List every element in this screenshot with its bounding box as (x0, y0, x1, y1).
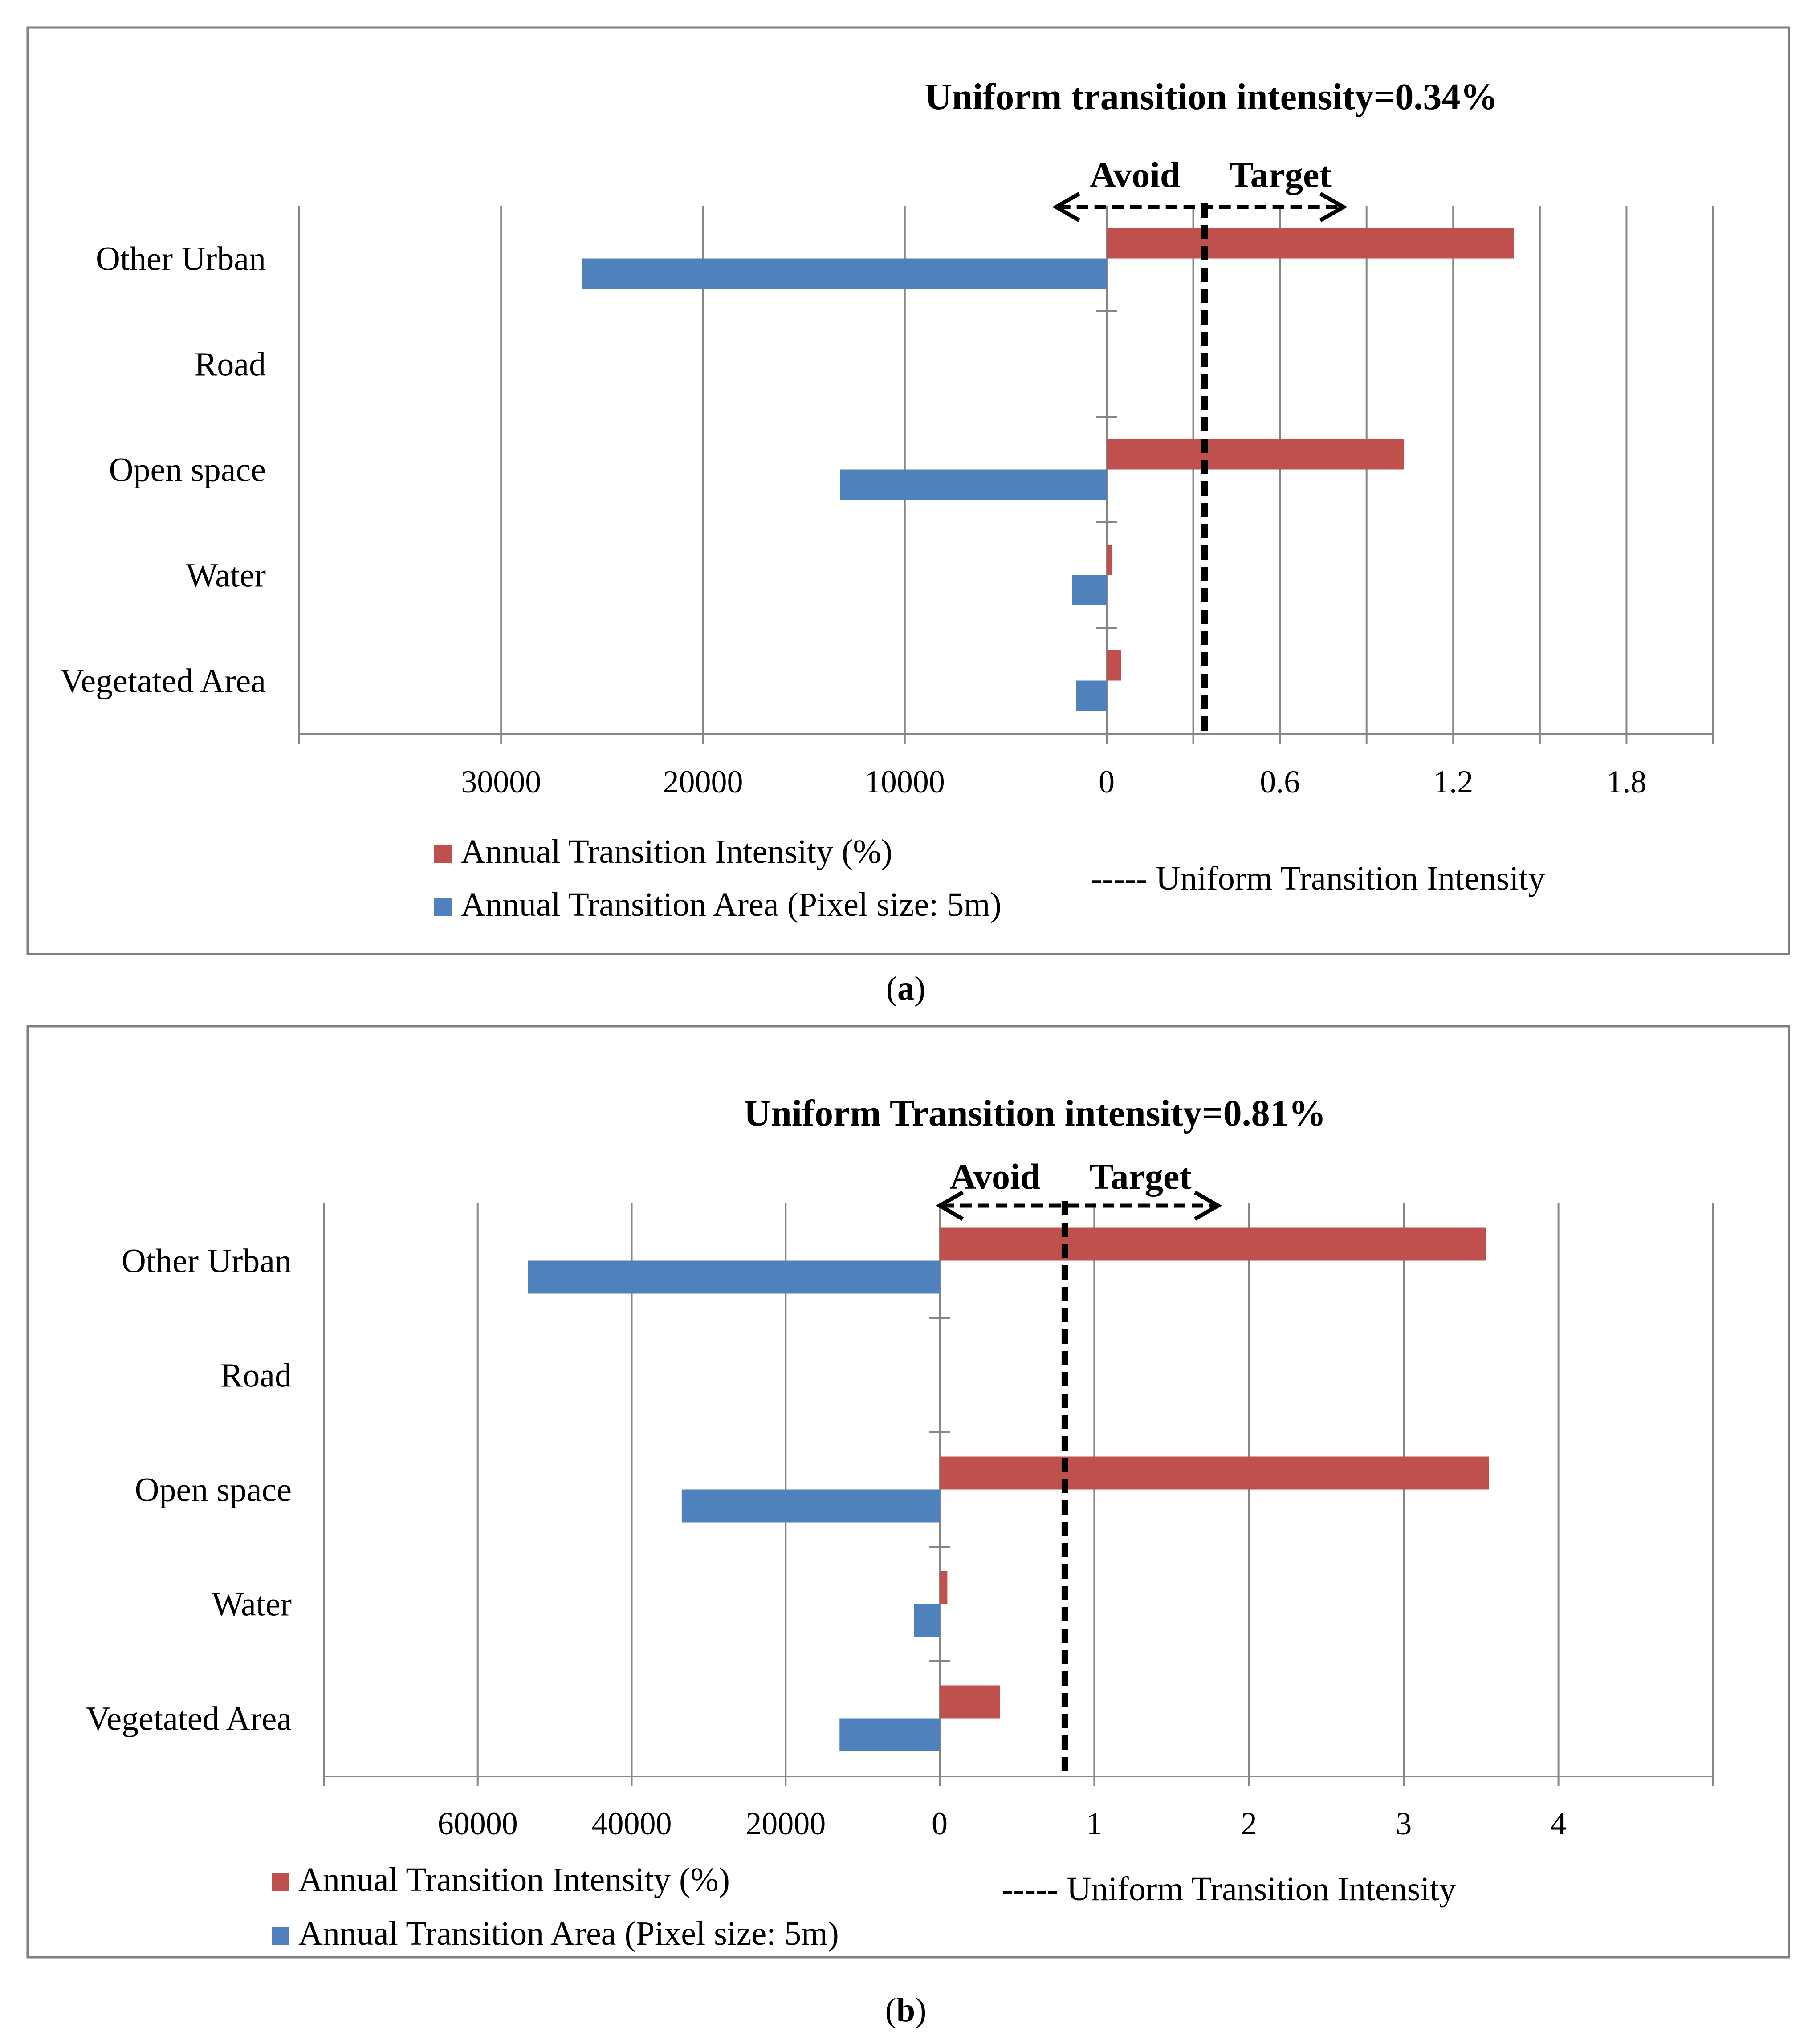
bar-intensity-other-urban-b (940, 1227, 1486, 1261)
x-tick-label-right-a: 0.6 (1260, 764, 1300, 800)
bar-intensity-vegetated-area-b (940, 1685, 1000, 1719)
bar-area-water-a (1072, 575, 1107, 605)
panel-a-caption: (a) (886, 970, 926, 1007)
bar-intensity-water-b (940, 1571, 948, 1604)
x-tick-label-right-a: 1.2 (1433, 764, 1473, 800)
x-tick-label-left-b: 40000 (592, 1806, 672, 1841)
category-label-a: Road (195, 346, 266, 383)
bar-area-vegetated-area-a (1076, 680, 1107, 711)
panel-b-caption: (b) (885, 1991, 927, 2029)
bar-area-open-space-a (840, 469, 1107, 500)
bar-intensity-open-space-b (940, 1456, 1489, 1490)
category-label-a: Water (186, 557, 266, 594)
legend-label-uniform-b: ----- Uniform Transition Intensity (1002, 1870, 1456, 1908)
plot-b: Other Urban Road Open space Water Vegetated … (86, 1156, 1714, 1841)
arrowhead-left-a (1052, 192, 1080, 222)
legend-swatch-area-a (434, 898, 452, 916)
x-tick-label-right-b: 2 (1241, 1806, 1257, 1841)
legend-swatch-intensity-b (272, 1873, 289, 1891)
panel-b-frame (26, 1025, 1790, 1959)
x-tick-label-zero-b: 0 (932, 1806, 948, 1841)
category-label-b: Open space (135, 1471, 292, 1509)
bar-area-other-urban-a (582, 258, 1107, 289)
plot-a: Other Urban Road Open space Water Vegetated … (60, 154, 1714, 800)
avoid-label-a: Avoid (1090, 154, 1181, 195)
bar-intensity-other-urban-a (1107, 228, 1514, 259)
legend-b: Annual Transition Intensity (%) Annual T… (272, 1861, 1456, 1952)
bar-area-water-b (914, 1604, 940, 1637)
x-tick-label-left-b: 60000 (438, 1806, 518, 1841)
category-label-b: Other Urban (122, 1243, 292, 1280)
category-label-a: Vegetated Area (60, 662, 266, 700)
arrowhead-right-b (1194, 1191, 1222, 1221)
bar-intensity-vegetated-area-a (1107, 650, 1121, 681)
x-tick-label-left-b: 20000 (745, 1806, 826, 1841)
x-tick-label-right-b: 1 (1086, 1806, 1102, 1841)
avoid-label-b: Avoid (950, 1156, 1041, 1197)
legend-label-intensity-b: Annual Transition Intensity (%) (298, 1861, 730, 1898)
chart-title-a: Uniform transition intensity=0.34% (925, 76, 1498, 118)
target-label-a: Target (1230, 154, 1332, 195)
bar-area-other-urban-b (528, 1260, 940, 1294)
legend-label-uniform-a: ----- Uniform Transition Intensity (1091, 860, 1545, 897)
bar-area-vegetated-area-b (839, 1718, 940, 1751)
arrowhead-left-b (935, 1191, 964, 1221)
category-label-b: Road (220, 1357, 292, 1394)
category-label-b: Water (212, 1586, 292, 1623)
bar-intensity-water-a (1107, 545, 1112, 575)
x-tick-label-right-a: 1.8 (1606, 764, 1646, 800)
panel-b: Uniform Transition intensity=0.81% Other… (26, 1025, 1790, 1959)
arrowhead-right-a (1319, 192, 1348, 222)
x-tick-label-right-b: 3 (1396, 1806, 1412, 1841)
bar-intensity-open-space-a (1107, 439, 1405, 470)
legend-label-area-b: Annual Transition Area (Pixel size: 5m) (298, 1915, 839, 1952)
bar-area-open-space-b (681, 1489, 940, 1523)
category-label-a: Open space (109, 451, 266, 489)
category-label-b: Vegetated Area (86, 1700, 292, 1738)
category-label-a: Other Urban (96, 240, 266, 278)
legend-a: Annual Transition Intensity (%) Annual T… (434, 833, 1545, 923)
x-tick-label-left-a: 20000 (663, 764, 743, 800)
legend-label-intensity-a: Annual Transition Intensity (%) (461, 833, 892, 870)
target-label-b: Target (1089, 1156, 1191, 1197)
x-tick-label-left-a: 30000 (461, 764, 541, 800)
legend-label-area-a: Annual Transition Area (Pixel size: 5m) (461, 886, 1002, 923)
chart-title-b: Uniform Transition intensity=0.81% (744, 1093, 1326, 1134)
x-tick-label-right-b: 4 (1551, 1806, 1567, 1841)
legend-swatch-intensity-a (434, 845, 452, 863)
panel-a: Uniform transition intensity=0.34% Other… (26, 26, 1790, 955)
x-tick-label-zero-a: 0 (1099, 764, 1115, 800)
x-tick-label-left-a: 10000 (865, 764, 945, 800)
legend-swatch-area-b (272, 1927, 289, 1945)
